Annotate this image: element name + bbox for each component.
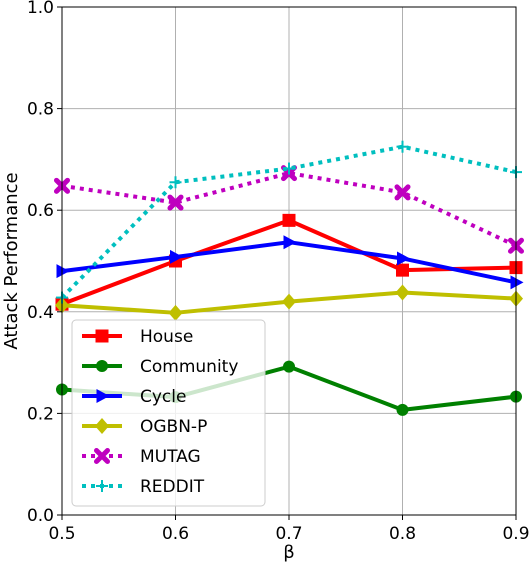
legend-entry-mutag: MUTAG — [82, 447, 201, 467]
series-cycle — [56, 235, 524, 290]
legend-entry-reddit: REDDIT — [82, 477, 205, 497]
legend-label: REDDIT — [140, 477, 205, 497]
x-tick-label: 0.7 — [275, 524, 302, 544]
data-point-ogbn-p — [395, 284, 410, 301]
legend-marker — [95, 418, 109, 434]
x-tick-label: 0.6 — [162, 524, 189, 544]
legend-marker — [96, 389, 110, 403]
data-point-house — [282, 213, 296, 227]
legend-label: Cycle — [140, 387, 186, 407]
data-point-cycle — [397, 251, 410, 266]
legend-label: Community — [140, 357, 238, 377]
legend-marker — [96, 480, 108, 492]
data-point-cycle — [56, 264, 70, 279]
data-point-reddit — [396, 140, 409, 153]
data-point-community — [283, 360, 295, 373]
data-point-mutag — [167, 194, 184, 211]
data-point-ogbn-p — [282, 293, 296, 310]
y-tick-label: 1.0 — [27, 0, 54, 18]
y-tick-label: 0.6 — [27, 201, 54, 221]
legend-label: House — [140, 327, 193, 347]
y-tick-label: 0.2 — [27, 404, 54, 424]
x-tick-label: 0.5 — [48, 524, 75, 544]
legend-label: OGBN-P — [140, 417, 207, 437]
legend-entry-community: Community — [82, 357, 238, 377]
legend-marker — [96, 360, 108, 372]
data-point-cycle — [283, 235, 297, 250]
data-point-mutag — [394, 184, 411, 201]
legend-marker — [95, 329, 109, 343]
data-point-ogbn-p — [168, 304, 183, 321]
x-tick-label: 0.8 — [389, 524, 416, 544]
data-point-community — [396, 403, 409, 416]
series-ogbn-p — [55, 284, 523, 321]
legend-entry-cycle: Cycle — [82, 387, 186, 407]
data-point-reddit — [283, 162, 295, 175]
y-tick-label: 0.4 — [27, 303, 54, 323]
x-axis-label: β — [283, 542, 295, 563]
data-point-house — [396, 263, 409, 277]
legend-marker — [94, 448, 110, 464]
y-tick-label: 0.8 — [27, 100, 54, 120]
ticks: 0.5 0.6 0.7 0.8 0.9 0.0 0.2 0.4 0.6 0.8 1.0 — [27, 0, 530, 544]
y-tick-label: 0.0 — [27, 506, 54, 526]
legend-entry-house: House — [82, 327, 193, 347]
data-point-cycle — [170, 249, 183, 264]
series-line-mutag — [61, 171, 517, 248]
data-point-reddit — [169, 176, 182, 189]
legend: House Community Cycle OGBN-P MUTAG REDDIT — [71, 319, 266, 507]
y-axis-label: Attack Performance — [1, 172, 22, 349]
legend-entry-ogbn-p: OGBN-P — [82, 417, 207, 437]
x-tick-label: 0.9 — [502, 524, 529, 544]
legend-label: MUTAG — [140, 447, 201, 467]
data-point-cycle — [510, 275, 524, 290]
series-layer — [54, 140, 524, 416]
